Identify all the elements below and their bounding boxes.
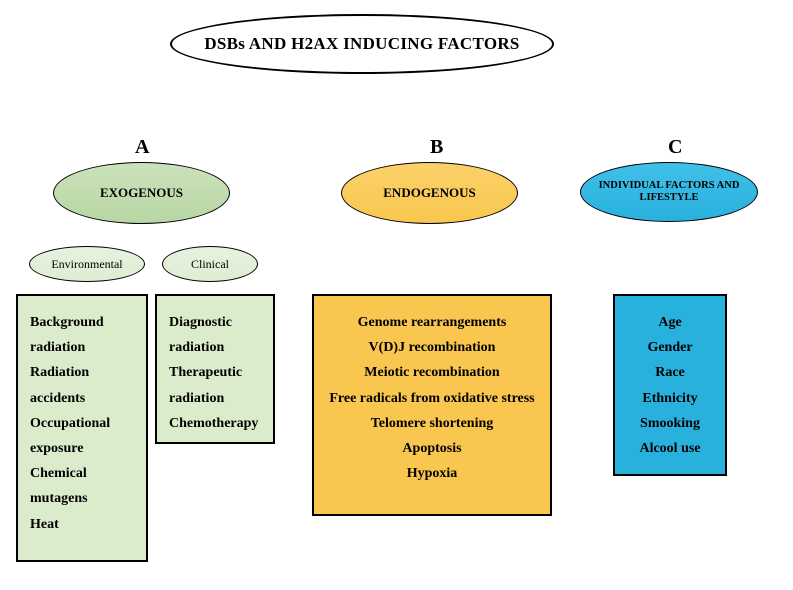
list-item: Therapeutic radiation [169,360,261,410]
list-item: Ethnicity [627,386,713,411]
box-endogenous: Genome rearrangementsV(D)J recombination… [312,294,552,516]
category-exogenous-label: EXOGENOUS [100,186,183,201]
list-item: Chemical mutagens [30,461,134,511]
section-letter-a: A [135,136,149,159]
list-item: Genome rearrangements [326,310,538,335]
list-item: Heat [30,512,134,537]
list-item: Free radicals from oxidative stress [326,386,538,411]
list-item: Background radiation [30,310,134,360]
section-letter-c: C [668,136,682,159]
list-item: Gender [627,335,713,360]
box-environmental: Background radiationRadiation accidentsO… [16,294,148,562]
list-item: Meiotic recombination [326,360,538,385]
list-item: Telomere shortening [326,411,538,436]
list-item: Race [627,360,713,385]
list-item: Age [627,310,713,335]
list-item: Radiation accidents [30,360,134,410]
box-lifestyle: AgeGenderRaceEthnicitySmookingAlcool use [613,294,727,476]
category-endogenous-label: ENDOGENOUS [383,186,475,201]
subcategory-clinical: Clinical [162,246,258,282]
list-item: V(D)J recombination [326,335,538,360]
list-item: Hypoxia [326,461,538,486]
list-item: Occupational exposure [30,411,134,461]
category-exogenous: EXOGENOUS [53,162,230,224]
section-letter-b: B [430,136,443,159]
category-endogenous: ENDOGENOUS [341,162,518,224]
subcategory-environmental-label: Environmental [51,257,122,272]
subcategory-environmental: Environmental [29,246,145,282]
box-clinical: Diagnostic radiationTherapeutic radiatio… [155,294,275,444]
list-item: Chemotherapy [169,411,261,436]
category-lifestyle-label: INDIVIDUAL FACTORS AND LIFESTYLE [587,180,751,204]
title-text: DSBs AND H2AX INDUCING FACTORS [204,34,519,54]
diagram-canvas: DSBs AND H2AX INDUCING FACTORS A B C EXO… [0,0,793,590]
category-lifestyle: INDIVIDUAL FACTORS AND LIFESTYLE [580,162,758,222]
title-ellipse: DSBs AND H2AX INDUCING FACTORS [170,14,554,74]
subcategory-clinical-label: Clinical [191,257,229,272]
list-item: Apoptosis [326,436,538,461]
list-item: Diagnostic radiation [169,310,261,360]
list-item: Smooking [627,411,713,436]
list-item: Alcool use [627,436,713,461]
